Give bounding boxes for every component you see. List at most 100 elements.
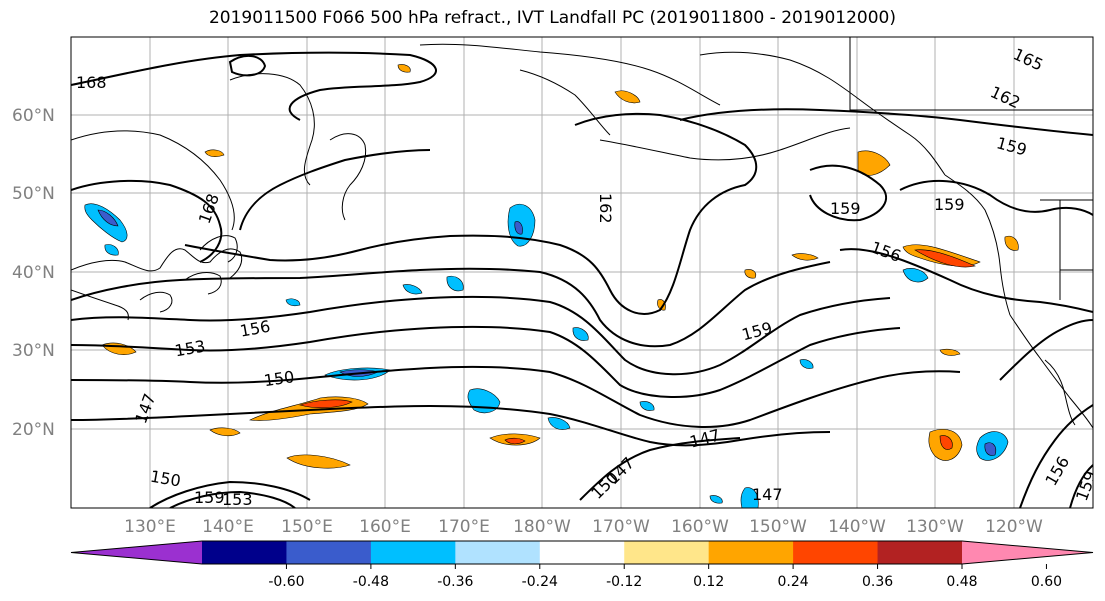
contour-159	[71, 261, 831, 348]
contour-south-ring-2	[169, 490, 296, 508]
colorbar-segment	[202, 541, 287, 564]
colorbar-segment	[708, 541, 794, 564]
lat-label: 50°N	[12, 184, 55, 204]
coastline-korea	[139, 291, 173, 313]
colorbar-segment	[793, 541, 879, 564]
coastline-china	[71, 289, 129, 321]
negative-anomaly-core	[984, 442, 997, 456]
lat-label: 40°N	[12, 263, 55, 283]
positive-anomaly-core	[914, 249, 976, 268]
negative-anomaly-patch	[104, 244, 119, 256]
colorbar-tick-label: 0.48	[946, 574, 977, 590]
lon-label: 140°E	[202, 517, 254, 537]
negative-anomaly-patch	[402, 284, 423, 295]
lon-label: 150°W	[749, 517, 807, 537]
negative-anomaly-patch	[547, 417, 571, 430]
negative-anomaly-core	[97, 209, 119, 227]
contour-162	[184, 112, 758, 315]
lat-label: 30°N	[12, 341, 55, 361]
latitude-labels: 60°N 50°N 40°N 30°N 20°N	[12, 106, 55, 440]
contour-159-east	[899, 179, 1093, 216]
contour-label: 159	[934, 195, 965, 214]
contour-156	[71, 295, 891, 376]
contour-closed-small	[228, 54, 267, 77]
contour-label: 168	[76, 73, 107, 92]
lon-label: 170°E	[438, 517, 490, 537]
colorbar-segment	[624, 541, 710, 564]
positive-anomaly-patch	[614, 90, 641, 104]
height-contours	[71, 51, 1093, 508]
negative-anomaly-patch	[709, 495, 723, 504]
coastline-bc	[944, 174, 1011, 316]
contour-label: 153	[222, 490, 253, 509]
contour-159-se	[1069, 464, 1093, 508]
contour-147-south	[579, 437, 741, 501]
colorbar-tick-label: -0.60	[268, 574, 304, 590]
state-borders	[1040, 199, 1093, 300]
colorbar-tick-label: -0.48	[353, 574, 389, 590]
lon-label: 130°W	[906, 517, 964, 537]
lon-label: 160°E	[359, 517, 411, 537]
colorbar-segment	[455, 541, 541, 564]
contour-168-north	[71, 51, 437, 121]
lon-label: 150°E	[281, 517, 333, 537]
contour-162-east	[679, 108, 1093, 136]
refractivity-shading	[84, 64, 1019, 508]
colorbar-tick-label: -0.36	[437, 574, 473, 590]
negative-anomaly-patch	[572, 327, 589, 341]
negative-anomaly-core	[514, 221, 523, 235]
negative-anomaly-patch	[84, 203, 128, 243]
contour-156-se	[1019, 404, 1093, 508]
coastlines	[71, 37, 1093, 429]
colorbar-segment	[877, 541, 963, 564]
contour-153-east	[999, 319, 1093, 381]
negative-anomaly-patch	[446, 275, 464, 292]
contour-south-ring-1	[149, 480, 311, 508]
colorbar-tick-label: 0.24	[778, 574, 809, 590]
longitude-labels: 130°E 140°E 150°E 160°E 170°E 180°W 170°…	[124, 517, 1043, 537]
plot-border	[70, 36, 1094, 509]
lon-label: 180°W	[513, 517, 571, 537]
negative-anomaly-patch	[740, 487, 759, 508]
positive-anomaly-patch	[939, 348, 961, 356]
positive-anomaly-patch	[209, 427, 241, 437]
coastline-japan-north	[199, 235, 238, 263]
positive-anomaly-patch	[397, 64, 411, 73]
colorbar-tick-label: 0.60	[1031, 574, 1062, 590]
positive-anomaly-patch	[286, 454, 351, 469]
lon-label: 170°W	[592, 517, 650, 537]
contour-label: 147	[752, 485, 783, 504]
contour-156-east	[839, 248, 1093, 313]
coastline-chukotka	[519, 69, 611, 136]
contour-147	[71, 404, 831, 447]
lon-label: 130°E	[124, 517, 176, 537]
colorbar-extend-high	[962, 541, 1093, 564]
contour-150	[71, 365, 961, 428]
positive-anomaly-patch	[1004, 235, 1019, 251]
coastline-california	[1009, 314, 1093, 429]
positive-anomaly-patch	[204, 149, 225, 157]
contour-168	[71, 179, 223, 263]
positive-anomaly-patch	[657, 299, 666, 311]
coastline-kamchatka	[329, 133, 367, 221]
colorbar-outline	[70, 540, 1094, 565]
contour-165	[239, 149, 431, 231]
graticule	[71, 37, 1093, 508]
coastline-japan-south	[184, 272, 222, 295]
contour-label: 150	[263, 367, 296, 390]
coastline-siberia	[71, 130, 235, 231]
coastline-asia	[71, 248, 243, 279]
colorbar-tick-label: 0.36	[862, 574, 893, 590]
colorbar-segment	[286, 541, 372, 564]
coastline-baja	[1044, 359, 1076, 426]
coastline-okhotsk	[229, 73, 315, 186]
positive-anomaly-patch	[791, 253, 819, 261]
colorbar-tick-label: -0.24	[522, 574, 558, 590]
colorbar-segment	[370, 541, 456, 564]
coastline-alaska	[699, 51, 946, 176]
positive-anomaly-core	[298, 399, 353, 409]
contour-153	[71, 325, 901, 398]
map-title: 2019011500 F066 500 hPa refract., IVT La…	[208, 8, 896, 28]
coastline-bering-north	[419, 43, 721, 106]
